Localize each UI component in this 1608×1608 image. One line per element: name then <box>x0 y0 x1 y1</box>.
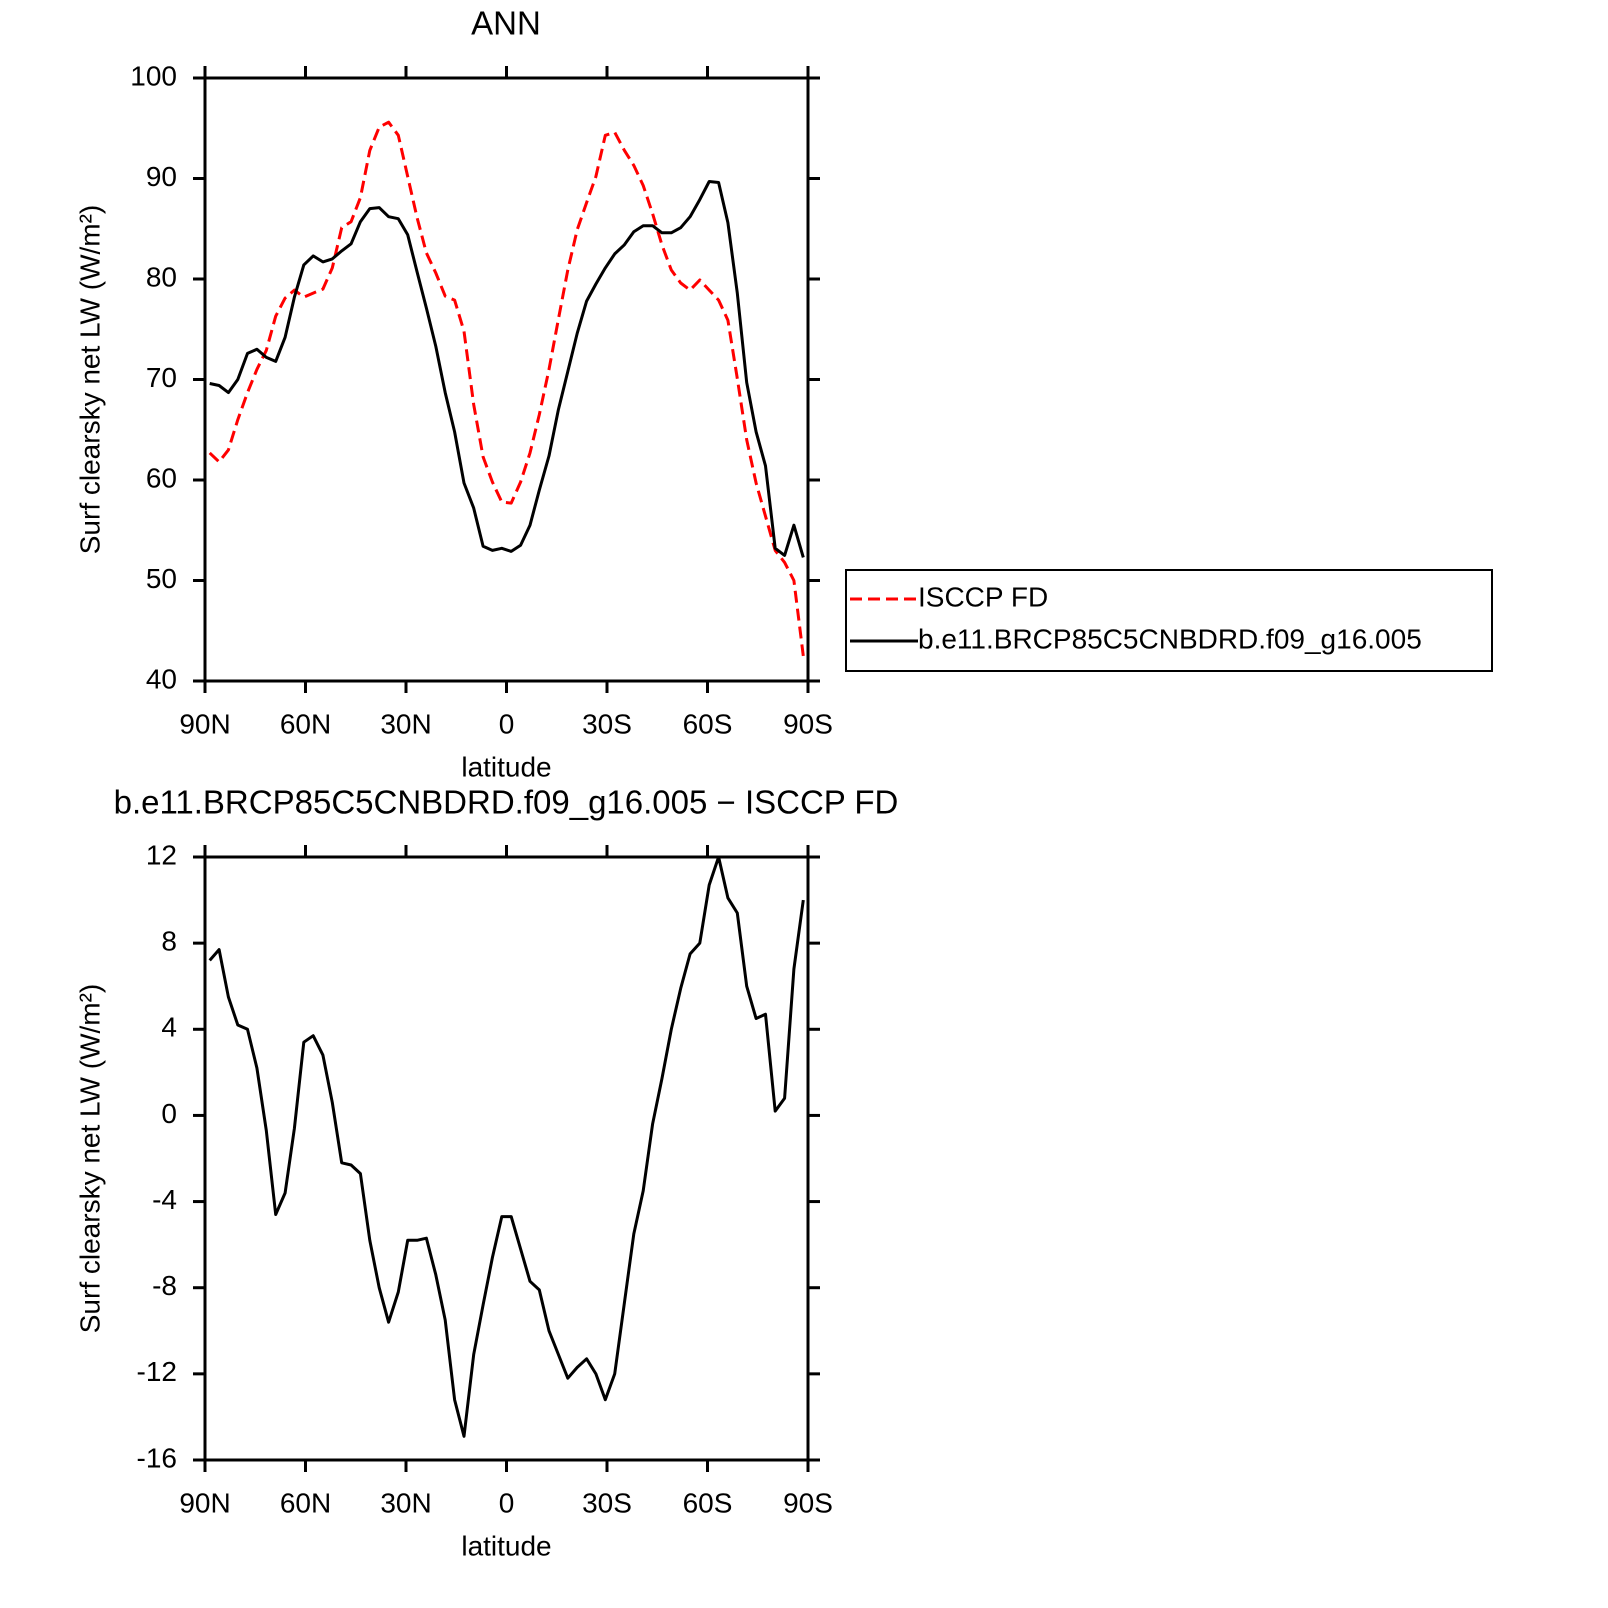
y-tick-label: -16 <box>137 1442 177 1473</box>
chart-title: b.e11.BRCP85C5CNBDRD.f09_g16.005 − ISCCP… <box>114 784 899 821</box>
y-tick-label: 12 <box>146 839 177 870</box>
x-tick-label: 30N <box>380 708 431 739</box>
y-tick-label: 50 <box>146 563 177 594</box>
y-tick-label: 60 <box>146 462 177 493</box>
x-tick-label: 30N <box>380 1487 431 1518</box>
plot-frame <box>203 76 810 683</box>
y-axis-label: Surf clearsky net LW (W/m²) <box>74 205 105 555</box>
y-axis-label: Surf clearsky net LW (W/m²) <box>74 984 105 1334</box>
x-tick-label: 90N <box>179 1487 230 1518</box>
x-tick-label: 60S <box>683 708 733 739</box>
data-line <box>208 855 805 1438</box>
chart-title: ANN <box>471 5 541 42</box>
x-tick-label: 60N <box>280 708 331 739</box>
x-tick-label: 0 <box>499 1487 515 1518</box>
x-axis-label: latitude <box>461 1530 551 1561</box>
x-tick-label: 60N <box>280 1487 331 1518</box>
data-line <box>208 120 805 657</box>
plot-frame <box>203 855 810 1462</box>
x-tick-label: 90S <box>783 708 833 739</box>
legend-label: ISCCP FD <box>918 581 1048 612</box>
x-tick-label: 30S <box>582 1487 632 1518</box>
x-tick-label: 0 <box>499 708 515 739</box>
x-tick-label: 60S <box>683 1487 733 1518</box>
y-tick-label: 8 <box>161 926 177 957</box>
x-axis-label: latitude <box>461 751 551 782</box>
y-tick-label: -12 <box>137 1356 177 1387</box>
x-tick-label: 90S <box>783 1487 833 1518</box>
y-tick-label: 0 <box>161 1098 177 1129</box>
legend-label: b.e11.BRCP85C5CNBDRD.f09_g16.005 <box>918 623 1422 654</box>
y-tick-label: -8 <box>152 1270 177 1301</box>
y-tick-label: 90 <box>146 161 177 192</box>
y-tick-label: 70 <box>146 362 177 393</box>
legend-box <box>845 569 1493 672</box>
x-tick-label: 90N <box>179 708 230 739</box>
y-tick-label: 80 <box>146 261 177 292</box>
y-tick-label: 4 <box>161 1012 177 1043</box>
y-tick-label: 100 <box>130 60 177 91</box>
y-tick-label: -4 <box>152 1184 177 1215</box>
data-line <box>209 180 805 558</box>
y-tick-label: 40 <box>146 663 177 694</box>
x-tick-label: 30S <box>582 708 632 739</box>
